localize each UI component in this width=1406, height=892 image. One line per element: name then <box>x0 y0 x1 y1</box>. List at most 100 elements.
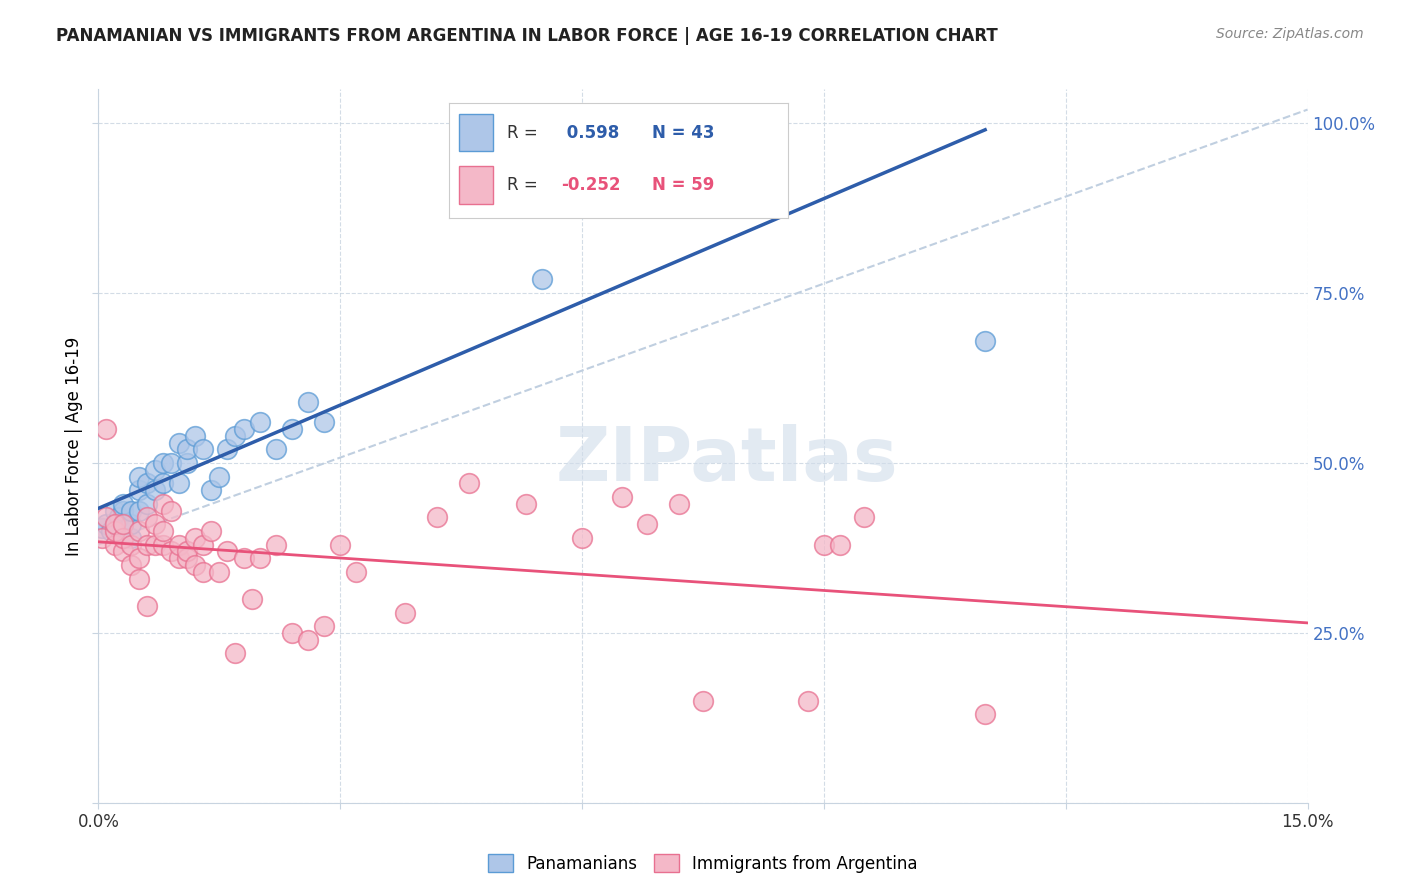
Point <box>176 442 198 457</box>
Point <box>176 551 198 566</box>
Point <box>152 524 174 538</box>
Point <box>281 626 304 640</box>
Point <box>111 517 134 532</box>
Point <box>160 503 183 517</box>
Point <box>143 483 166 498</box>
Point <box>232 551 254 566</box>
Point <box>135 476 157 491</box>
Point <box>128 572 150 586</box>
Point <box>547 191 569 205</box>
Point <box>240 591 263 606</box>
Point <box>232 422 254 436</box>
Point <box>636 517 658 532</box>
Point <box>249 415 271 429</box>
Point <box>530 272 553 286</box>
Point <box>394 606 416 620</box>
Point <box>297 632 319 647</box>
Point <box>128 503 150 517</box>
Point <box>111 544 134 558</box>
Point <box>103 524 125 538</box>
Point <box>160 544 183 558</box>
Point <box>103 517 125 532</box>
Point <box>103 517 125 532</box>
Point <box>344 565 367 579</box>
Point <box>135 537 157 551</box>
Point <box>167 435 190 450</box>
Point <box>135 510 157 524</box>
Point <box>111 503 134 517</box>
Point <box>120 537 142 551</box>
Point <box>176 544 198 558</box>
Point <box>120 558 142 572</box>
Point <box>668 497 690 511</box>
Point <box>103 503 125 517</box>
Point <box>160 456 183 470</box>
Point <box>314 619 336 633</box>
Point <box>193 537 215 551</box>
Point <box>167 537 190 551</box>
Point <box>91 531 114 545</box>
Point <box>208 565 231 579</box>
Point <box>426 510 449 524</box>
Y-axis label: In Labor Force | Age 16-19: In Labor Force | Age 16-19 <box>65 336 83 556</box>
Point <box>184 429 207 443</box>
Point <box>249 551 271 566</box>
Point <box>193 442 215 457</box>
Point <box>96 422 118 436</box>
Point <box>184 531 207 545</box>
Point <box>974 334 997 348</box>
Point <box>668 178 690 192</box>
Point <box>458 476 481 491</box>
Point <box>143 517 166 532</box>
Point <box>91 520 114 534</box>
Point <box>224 646 246 660</box>
Point <box>120 517 142 532</box>
Point <box>200 483 222 498</box>
Point <box>217 544 239 558</box>
Point <box>193 565 215 579</box>
Point <box>612 490 634 504</box>
Point <box>96 517 118 532</box>
Point <box>167 476 190 491</box>
Point <box>111 531 134 545</box>
Point <box>135 497 157 511</box>
Point <box>281 422 304 436</box>
Point <box>515 497 537 511</box>
Point <box>217 442 239 457</box>
Point <box>636 144 658 158</box>
Point <box>111 517 134 532</box>
Point <box>103 537 125 551</box>
Point <box>200 524 222 538</box>
Point <box>135 599 157 613</box>
Point <box>264 442 287 457</box>
Point <box>314 415 336 429</box>
Point <box>853 510 876 524</box>
Point <box>107 510 129 524</box>
Point <box>120 531 142 545</box>
Point <box>152 537 174 551</box>
Point <box>152 497 174 511</box>
Point <box>208 469 231 483</box>
Point <box>813 537 835 551</box>
Point <box>329 537 352 551</box>
Point <box>692 694 714 708</box>
Text: Source: ZipAtlas.com: Source: ZipAtlas.com <box>1216 27 1364 41</box>
Legend: Panamanians, Immigrants from Argentina: Panamanians, Immigrants from Argentina <box>481 847 925 880</box>
Point <box>224 429 246 443</box>
Point <box>128 551 150 566</box>
Point <box>143 537 166 551</box>
Point <box>571 531 593 545</box>
Point <box>264 537 287 551</box>
Point <box>111 497 134 511</box>
Point <box>128 469 150 483</box>
Text: PANAMANIAN VS IMMIGRANTS FROM ARGENTINA IN LABOR FORCE | AGE 16-19 CORRELATION C: PANAMANIAN VS IMMIGRANTS FROM ARGENTINA … <box>56 27 998 45</box>
Point <box>297 394 319 409</box>
Point <box>96 510 118 524</box>
Point <box>128 483 150 498</box>
Point <box>176 456 198 470</box>
Point <box>184 558 207 572</box>
Point <box>152 476 174 491</box>
Point <box>828 537 851 551</box>
Point <box>128 524 150 538</box>
Point <box>974 707 997 722</box>
